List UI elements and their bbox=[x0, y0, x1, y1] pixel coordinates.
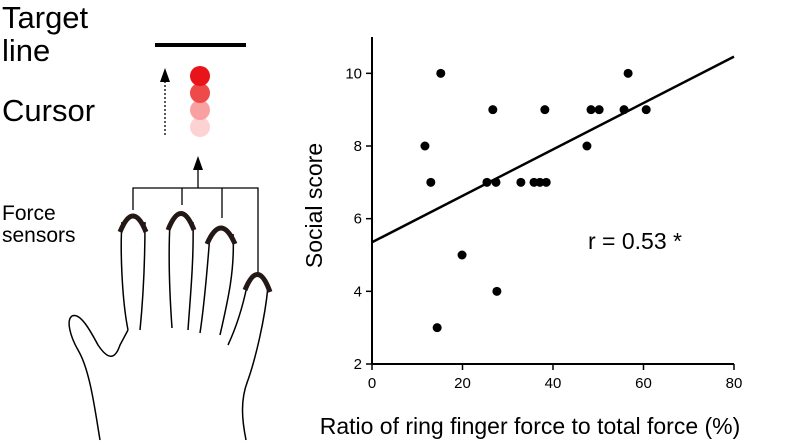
y-tick-label: 6 bbox=[354, 211, 362, 228]
point bbox=[492, 286, 502, 296]
target-label: Target line bbox=[2, 0, 89, 68]
point bbox=[436, 68, 446, 78]
y-tick-label: 2 bbox=[354, 356, 362, 373]
point bbox=[641, 105, 651, 115]
hand bbox=[68, 221, 269, 441]
cursor-trace bbox=[190, 117, 210, 137]
point bbox=[482, 177, 492, 187]
x-tick-label: 80 bbox=[726, 375, 743, 392]
x-tick-label: 60 bbox=[635, 375, 652, 392]
point bbox=[582, 141, 592, 151]
point bbox=[586, 105, 596, 115]
scatter-plot: 2 4 6 8 10 0 20 40 60 80 Ratio of ring finger forc… bbox=[301, 37, 742, 439]
point bbox=[619, 105, 629, 115]
point bbox=[491, 177, 501, 187]
force-sensor bbox=[117, 211, 273, 293]
point bbox=[535, 177, 545, 187]
x-axis-label: Ratio of ring finger force to total forc… bbox=[320, 413, 741, 439]
y-tick-label: 4 bbox=[354, 283, 362, 300]
annotation: r = 0.53 * bbox=[588, 228, 682, 254]
point bbox=[594, 105, 604, 115]
point bbox=[457, 250, 467, 260]
arrow-head bbox=[193, 156, 203, 170]
x-tick-label: 20 bbox=[454, 375, 471, 392]
cursor bbox=[190, 66, 210, 86]
point bbox=[488, 105, 498, 115]
point bbox=[432, 323, 442, 333]
sensor-wires bbox=[132, 168, 259, 275]
cursor-trace bbox=[190, 83, 210, 103]
point bbox=[426, 177, 436, 187]
y-axis-label: Social score bbox=[301, 143, 327, 268]
y-tick-label: 8 bbox=[354, 138, 362, 155]
arrow-head bbox=[160, 68, 170, 82]
point bbox=[420, 141, 430, 151]
x-tick-label: 0 bbox=[368, 375, 376, 392]
sensor-label: Force sensors bbox=[2, 202, 76, 248]
cursor-trace bbox=[190, 100, 210, 120]
point bbox=[623, 68, 633, 78]
fit-line bbox=[371, 55, 735, 244]
point bbox=[540, 105, 550, 115]
cursor-label: Cursor bbox=[2, 93, 96, 128]
y-tick-label: 10 bbox=[345, 65, 362, 82]
point bbox=[541, 177, 551, 187]
point bbox=[516, 177, 526, 187]
diagram bbox=[68, 43, 273, 441]
x-tick-label: 40 bbox=[545, 375, 562, 392]
